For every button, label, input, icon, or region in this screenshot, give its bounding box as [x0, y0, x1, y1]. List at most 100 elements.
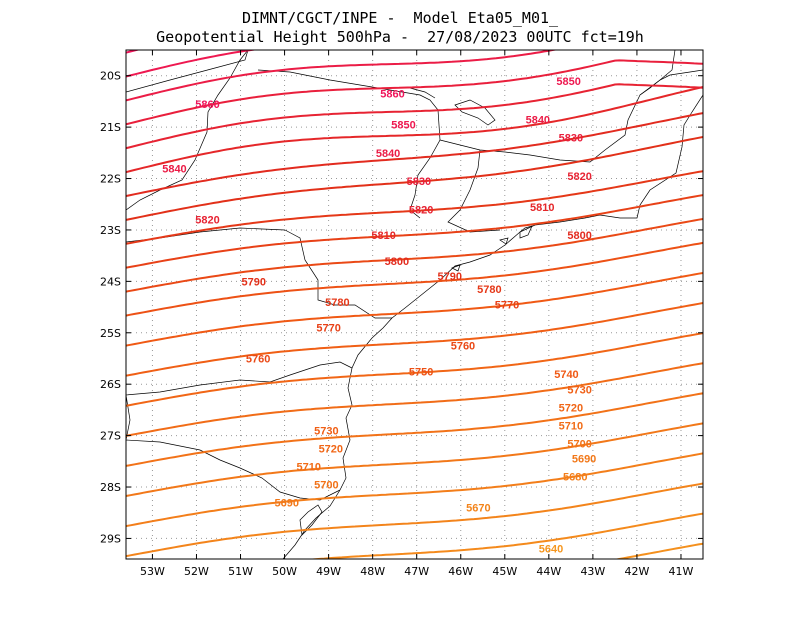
contour-label: 5770	[495, 300, 519, 312]
lat-tick-label: 21S	[100, 121, 121, 134]
contour-line-5810	[126, 85, 703, 174]
contour-line-5770	[126, 194, 703, 269]
contour-line-5710	[126, 362, 703, 437]
contour-line-5840	[126, 50, 559, 102]
contour-label: 5830	[559, 132, 583, 144]
lon-tick-label: 49W	[316, 565, 341, 578]
contour-label: 5770	[316, 323, 340, 335]
chart-title-line-1: DIMNT/CGCT/INPE - Model Eta05_M01_	[241, 9, 559, 27]
contour-line-5640	[117, 572, 712, 618]
contour-labels: 5860 5860 5850 5850 5840 5840 5840 5830 5830 5820…	[162, 76, 596, 556]
contour-label: 5760	[451, 341, 475, 353]
border-mg-rj	[447, 149, 501, 233]
lat-tick-label: 26S	[100, 378, 121, 391]
contour-label: 5710	[297, 461, 321, 473]
contour-label: 5730	[567, 384, 591, 396]
contour-label: 5670	[466, 503, 490, 515]
contour-label: 5730	[314, 425, 338, 437]
lat-tick-label: 23S	[100, 224, 121, 237]
graticule	[126, 50, 703, 559]
lon-tick-label: 45W	[492, 565, 517, 578]
contour-line-5820	[126, 83, 703, 150]
contour-label: 5780	[477, 284, 501, 296]
contour-label: 5790	[241, 276, 265, 288]
river-reservoirs	[409, 87, 496, 126]
contour-label: 5750	[409, 366, 433, 378]
contour-label: 5640	[539, 544, 563, 556]
contour-label: 5800	[567, 230, 591, 242]
lon-tick-label: 44W	[536, 565, 561, 578]
border-mg-sp	[126, 50, 249, 93]
lon-tick-label: 41W	[669, 565, 694, 578]
coastal-islands	[451, 237, 509, 272]
contour-label: 5740	[554, 369, 578, 381]
contour-label: 5840	[526, 114, 550, 126]
contour-label: 5790	[437, 271, 461, 283]
contour-label: 5700	[314, 479, 338, 491]
contour-label: 5760	[246, 353, 270, 365]
lat-tick-label: 28S	[100, 481, 121, 494]
contour-label: 5830	[407, 176, 431, 188]
contour-label: 5780	[325, 297, 349, 309]
contour-label: 5800	[385, 256, 409, 268]
contour-line-5740	[126, 271, 703, 347]
contour-line-5670	[126, 482, 703, 558]
contour-line-5760	[126, 217, 703, 293]
lon-tick-label: 52W	[184, 565, 209, 578]
lat-tick-label: 27S	[100, 430, 121, 443]
lon-tick-label: 53W	[140, 565, 165, 578]
contour-label: 5850	[391, 120, 415, 132]
contour-line-5690	[126, 422, 703, 498]
contour-label: 5820	[409, 204, 433, 216]
lon-tick-label: 47W	[404, 565, 429, 578]
contour-label: 5850	[556, 76, 580, 88]
lon-tick-label: 51W	[228, 565, 253, 578]
contour-label: 5840	[376, 148, 400, 160]
contour-line-5730	[126, 301, 703, 377]
contour-label: 5720	[559, 402, 583, 414]
contour-label: 5810	[371, 230, 395, 242]
border-sp-mg	[257, 69, 441, 219]
border-sp-pr	[284, 229, 392, 319]
axis-ticks: 20S 21S 22S 23S 24S 25S 26S 27S 28S 29S 53W 52W 51W 5…	[100, 50, 703, 578]
contour-label: 5840	[162, 163, 186, 175]
contour-label: 5690	[275, 497, 299, 509]
height-contours	[117, 0, 712, 618]
atlantic-coastline	[282, 94, 703, 559]
contour-label: 5860	[195, 99, 219, 111]
lat-tick-label: 22S	[100, 173, 121, 186]
plot-frame	[125, 49, 704, 560]
contour-line-5750	[126, 241, 703, 317]
contour-line-5850	[126, 50, 259, 78]
lat-tick-label: 20S	[100, 70, 121, 83]
lon-tick-label: 42W	[624, 565, 649, 578]
lon-tick-label: 46W	[448, 565, 473, 578]
contour-line-5870	[117, 0, 712, 31]
lon-tick-label: 43W	[580, 565, 605, 578]
border-argentina	[126, 394, 131, 441]
contour-line-5790	[126, 135, 703, 221]
contour-label: 5720	[319, 443, 343, 455]
contour-line-5700	[126, 392, 703, 467]
contour-line-5660	[305, 512, 703, 559]
border-mg-es	[439, 50, 676, 163]
contour-label: 5700	[567, 438, 591, 450]
contour-label: 5810	[530, 202, 554, 214]
contour-line-5800	[126, 112, 703, 198]
guanabara-bay	[519, 225, 533, 239]
contour-line-5680	[126, 452, 703, 528]
contour-label: 5690	[572, 454, 596, 466]
contour-line-5860	[126, 50, 141, 54]
border-north-ba	[639, 69, 703, 96]
lon-tick-label: 48W	[360, 565, 385, 578]
border-mg-go	[126, 50, 249, 211]
contour-label: 5860	[380, 89, 404, 101]
chart-title-line-2: Geopotential Height 500hPa - 27/08/2023 …	[156, 28, 644, 46]
contour-line-5720	[126, 332, 703, 407]
contour-label: 5820	[195, 215, 219, 227]
contour-line-5830	[126, 59, 703, 126]
lon-tick-label: 50W	[272, 565, 297, 578]
contour-line-5780	[126, 170, 703, 245]
lat-tick-label: 25S	[100, 327, 121, 340]
